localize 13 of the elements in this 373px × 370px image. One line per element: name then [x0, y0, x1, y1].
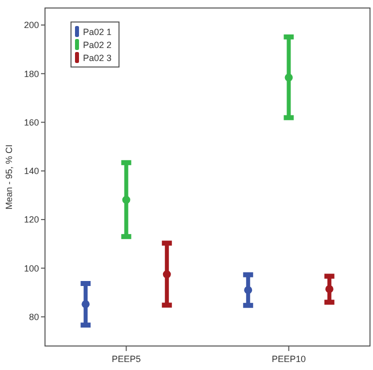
- y-tick-label: 100: [24, 263, 39, 274]
- legend-label: Pa02 2: [83, 40, 112, 50]
- y-tick-label: 160: [24, 117, 39, 128]
- y-tick-label: 120: [24, 214, 39, 225]
- y-tick-label: 180: [24, 68, 39, 79]
- x-tick-label: PEEP10: [272, 354, 306, 364]
- legend-label: Pa02 1: [83, 27, 112, 38]
- y-tick-label: 200: [24, 20, 39, 30]
- legend-label: Pa02 3: [83, 53, 112, 64]
- x-tick-label: PEEP5: [112, 354, 141, 364]
- y-axis-title: Mean - 95, % CI: [4, 144, 14, 210]
- y-tick-label: 140: [24, 166, 39, 176]
- y-tick-label: 80: [28, 312, 39, 322]
